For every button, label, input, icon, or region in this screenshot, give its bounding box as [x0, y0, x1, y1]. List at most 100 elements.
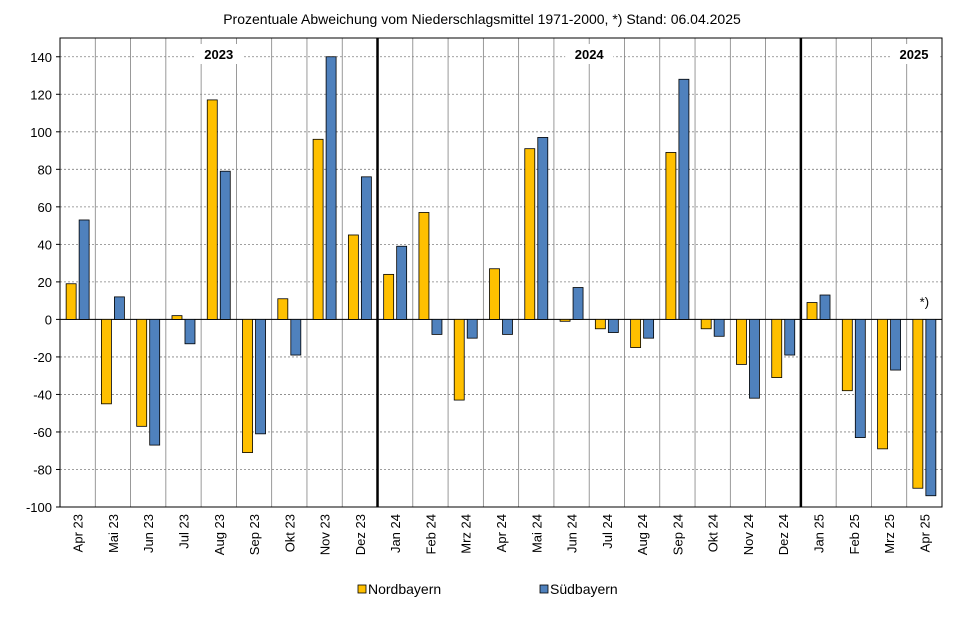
y-tick-label: 0: [45, 312, 52, 327]
annotation-label: *): [920, 294, 929, 309]
bar-nordbayern-jun-24: [559, 318, 571, 322]
bar-nordbayern-apr-23: [65, 283, 77, 320]
bar-südbayern-jun-24: [572, 287, 584, 320]
y-tick-label: 20: [38, 275, 52, 290]
bar-nordbayern-jul-23: [171, 315, 183, 320]
bar-nordbayern-jul-24: [594, 318, 606, 330]
y-tick-label: -100: [26, 500, 52, 515]
bar-nordbayern-sep-24: [665, 152, 677, 320]
bar-nordbayern-okt-24: [700, 318, 712, 330]
x-tick-label: Mrz 24: [459, 514, 474, 554]
x-tick-label: Dez 23: [353, 514, 368, 555]
bar-nordbayern-nov-24: [736, 318, 747, 365]
x-tick-label: Jul 23: [176, 514, 191, 549]
x-tick-label: Apr 24: [494, 514, 509, 552]
y-tick-label: 120: [30, 87, 52, 102]
bar-nordbayern-sep-23: [242, 318, 253, 453]
y-tick-label: 100: [30, 125, 52, 140]
y-tick-label: 40: [38, 237, 52, 252]
bar-südbayern-jan-24: [396, 245, 408, 320]
bar-südbayern-jun-23: [149, 318, 161, 446]
x-tick-label: Dez 24: [776, 514, 791, 555]
x-tick-label: Aug 23: [212, 514, 227, 555]
x-tick-label: Apr 23: [71, 514, 86, 552]
year-label-2025: 2025: [900, 47, 929, 62]
bar-nordbayern-jan-24: [383, 273, 395, 320]
bar-südbayern-aug-23: [219, 170, 231, 320]
x-tick-label: Sep 23: [247, 514, 262, 555]
bar-nordbayern-dez-23: [347, 234, 359, 320]
x-tick-label: Apr 25: [917, 514, 932, 552]
x-tick-label: Jan 25: [812, 514, 827, 553]
bar-südbayern-dez-23: [360, 176, 372, 320]
bar-nordbayern-mai-23: [101, 318, 112, 405]
legend-swatch-nordbayern: [357, 584, 367, 594]
bar-südbayern-mai-23: [114, 296, 125, 320]
bar-nordbayern-jan-25: [806, 302, 818, 320]
plot-area: 2023 2024 2025 *) 140 120 100 80 60 40 20 0 -20 -40 -6…: [26, 37, 943, 597]
bar-südbayern-sep-24: [678, 78, 690, 320]
bar-südbayern-jan-25: [819, 294, 831, 320]
year-label-background: [890, 44, 938, 64]
bar-nordbayern-feb-24: [418, 212, 430, 320]
y-tick-label: 80: [38, 162, 52, 177]
x-tick-label: Jun 23: [141, 514, 156, 553]
bar-nordbayern-aug-23: [206, 99, 218, 320]
bar-südbayern-apr-25: [925, 318, 937, 497]
legend-label-nordbayern: Nordbayern: [368, 581, 441, 597]
y-tick-label: -80: [33, 462, 52, 477]
bar-südbayern-sep-23: [255, 318, 266, 435]
x-tick-label: Okt 23: [282, 514, 297, 552]
bar-südbayern-aug-24: [643, 318, 655, 339]
y-tick-label: -20: [33, 350, 52, 365]
bar-nordbayern-mrz-25: [877, 318, 888, 450]
y-tick-label: 140: [30, 50, 52, 65]
x-tick-label: Feb 25: [847, 514, 862, 554]
bar-südbayern-jul-23: [184, 318, 196, 345]
y-tick-label: 60: [38, 200, 52, 215]
bar-nordbayern-apr-25: [912, 318, 924, 489]
chart-title: Prozentuale Abweichung vom Niederschlags…: [223, 11, 741, 27]
bar-südbayern-feb-25: [854, 318, 866, 438]
bar-nordbayern-nov-23: [312, 138, 324, 320]
x-tick-label: Aug 24: [635, 514, 650, 555]
bar-nordbayern-mrz-24: [453, 318, 465, 401]
bar-südbayern-mai-24: [537, 137, 549, 320]
bar-nordbayern-mai-24: [524, 148, 536, 320]
year-label-2024: 2024: [575, 47, 605, 62]
year-label-2023: 2023: [204, 47, 233, 62]
bar-nordbayern-apr-24: [489, 268, 500, 320]
y-tick-label: -40: [33, 387, 52, 402]
bar-südbayern-mrz-24: [466, 318, 478, 339]
bar-südbayern-jul-24: [607, 318, 619, 333]
bar-südbayern-okt-24: [713, 318, 725, 337]
legend-swatch-südbayern: [539, 584, 549, 594]
bar-südbayern-apr-24: [502, 318, 513, 335]
bar-südbayern-dez-24: [784, 318, 796, 356]
bar-nordbayern-jun-23: [136, 318, 148, 427]
x-tick-label: Jun 24: [565, 514, 580, 553]
plot-background: [60, 38, 942, 507]
x-tick-label: Mai 24: [529, 514, 544, 553]
plot-border: [59, 37, 943, 508]
x-tick-label: Okt 24: [706, 514, 721, 552]
x-tick-label: Sep 24: [670, 514, 685, 555]
bar-südbayern-apr-23: [78, 219, 90, 320]
legend-label-südbayern: Südbayern: [550, 581, 618, 597]
year-label-background: [565, 44, 614, 64]
x-tick-label: Mai 23: [106, 514, 121, 553]
bar-nordbayern-aug-24: [630, 318, 642, 348]
x-tick-label: Mrz 25: [882, 514, 897, 554]
x-tick-label: Nov 23: [318, 514, 333, 555]
y-tick-label: -60: [33, 425, 52, 440]
x-tick-label: Nov 24: [741, 514, 756, 555]
bar-nordbayern-okt-23: [277, 298, 289, 320]
bar-südbayern-nov-23: [325, 56, 337, 320]
x-tick-label: Jan 24: [388, 514, 403, 553]
bar-südbayern-mrz-25: [890, 318, 901, 371]
bar-nordbayern-dez-24: [771, 318, 783, 378]
bar-südbayern-okt-23: [290, 318, 302, 356]
year-label-background: [194, 44, 243, 64]
bar-südbayern-nov-24: [749, 318, 760, 399]
